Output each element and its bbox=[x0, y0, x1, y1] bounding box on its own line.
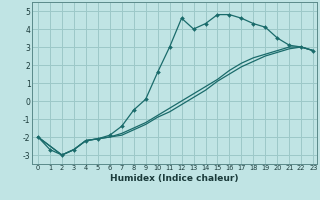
X-axis label: Humidex (Indice chaleur): Humidex (Indice chaleur) bbox=[110, 174, 239, 183]
